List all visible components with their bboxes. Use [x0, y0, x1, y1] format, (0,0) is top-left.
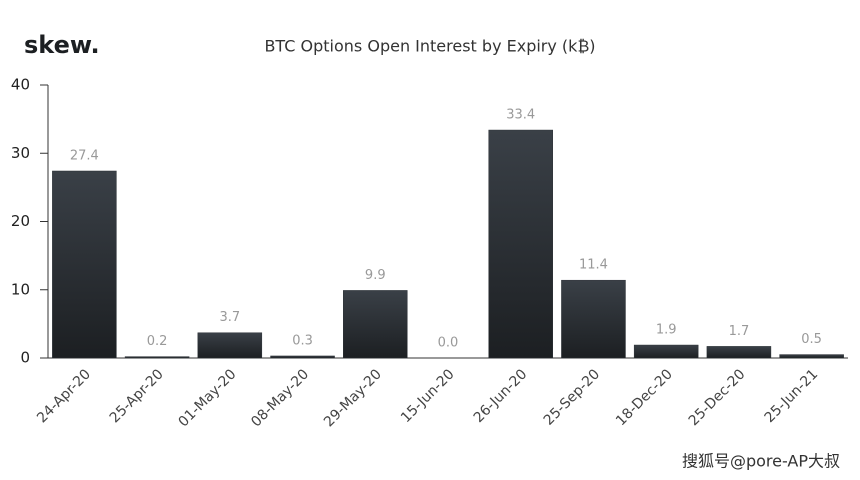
logo: skew.: [24, 31, 100, 59]
bar: [197, 332, 263, 359]
x-tick-label: 29-May-20: [321, 366, 385, 430]
x-tick-label: 01-May-20: [176, 366, 240, 430]
bar: [124, 356, 190, 359]
bar: [706, 346, 772, 359]
value-label: 0.5: [801, 332, 822, 347]
watermark: 搜狐号@pore-AP大叔: [682, 452, 840, 471]
bar: [779, 354, 844, 359]
value-label: 11.4: [579, 258, 608, 273]
y-tick-label: 40: [11, 76, 30, 94]
y-tick-label: 20: [11, 212, 30, 230]
y-tick-label: 30: [11, 144, 30, 162]
y-tick-label: 10: [11, 280, 30, 298]
value-label: 27.4: [70, 148, 99, 163]
value-label: 3.7: [219, 310, 240, 325]
value-label: 0.0: [438, 336, 459, 351]
value-label: 9.9: [365, 268, 386, 283]
bar: [52, 170, 117, 359]
y-tick-label: 0: [20, 349, 30, 367]
x-tick-label: 26-Jun-20: [471, 366, 531, 426]
x-tick-label: 18-Dec-20: [613, 366, 676, 429]
value-label: 1.9: [656, 323, 677, 338]
bar: [561, 279, 626, 359]
x-tick-label: 25-Jun-21: [762, 366, 822, 426]
bar: [488, 129, 553, 359]
x-tick-label: 25-Sep-20: [541, 366, 603, 428]
bar: [633, 344, 699, 359]
x-tick-label: 08-May-20: [248, 366, 312, 430]
value-label: 33.4: [506, 108, 535, 123]
chart-title: BTC Options Open Interest by Expiry (k₿): [264, 37, 595, 56]
value-label: 0.3: [292, 333, 313, 348]
x-tick-label: 25-Dec-20: [686, 366, 749, 429]
x-tick-label: 15-Jun-20: [398, 366, 458, 426]
value-label: 1.7: [729, 324, 750, 339]
x-tick-label: 25-Apr-20: [107, 366, 167, 426]
bar: [270, 355, 335, 359]
bar: [343, 290, 408, 359]
value-label: 0.2: [147, 334, 168, 349]
x-tick-label: 24-Apr-20: [34, 366, 94, 426]
